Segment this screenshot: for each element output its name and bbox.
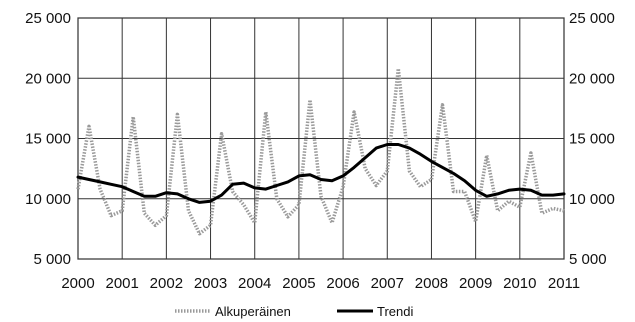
x-tick-label: 2005 <box>282 275 315 292</box>
x-tick-label: 2007 <box>371 275 404 292</box>
y-tick-label-left: 15 000 <box>25 131 71 148</box>
y-tick-label-right: 5 000 <box>569 251 607 268</box>
x-tick-label: 2011 <box>548 275 580 292</box>
x-tick-label: 2000 <box>61 275 94 292</box>
x-tick-label: 2006 <box>326 275 359 292</box>
y-tick-label-right: 25 000 <box>569 10 615 27</box>
x-tick-label: 2002 <box>150 275 183 292</box>
x-tick-label: 2003 <box>194 275 227 292</box>
y-tick-label-right: 10 000 <box>569 191 615 208</box>
series-line-trendi <box>76 143 566 204</box>
x-tick-label: 2008 <box>415 275 448 292</box>
x-tick-label: 2009 <box>459 275 492 292</box>
legend-label-alkuperainen: Alkuperäinen <box>215 304 291 319</box>
y-tick-label-left: 25 000 <box>25 10 71 27</box>
legend-label-trendi: Trendi <box>377 304 413 319</box>
x-tick-label: 2004 <box>238 275 271 292</box>
series-line-alkuperainen <box>76 66 565 236</box>
x-tick-label: 2001 <box>105 275 138 292</box>
y-axis-right-labels: 5 000 10 000 15 000 20 000 25 000 <box>569 10 615 268</box>
x-axis-labels: 2000 2001 2002 2003 2004 2005 2006 2007 2008 2009… <box>61 275 580 292</box>
y-axis-left-labels: 5 000 10 000 15 000 20 000 25 000 <box>25 10 71 268</box>
y-tick-label-right: 20 000 <box>569 70 615 87</box>
y-tick-label-right: 15 000 <box>569 131 615 148</box>
y-tick-label-left: 20 000 <box>25 70 71 87</box>
y-tick-label-left: 10 000 <box>25 191 71 208</box>
x-tick-label: 2010 <box>503 275 536 292</box>
series-layer <box>76 66 566 236</box>
y-tick-label-left: 5 000 <box>33 251 71 268</box>
legend: Alkuperäinen Trendi <box>175 304 413 319</box>
grid-lines <box>77 17 565 260</box>
